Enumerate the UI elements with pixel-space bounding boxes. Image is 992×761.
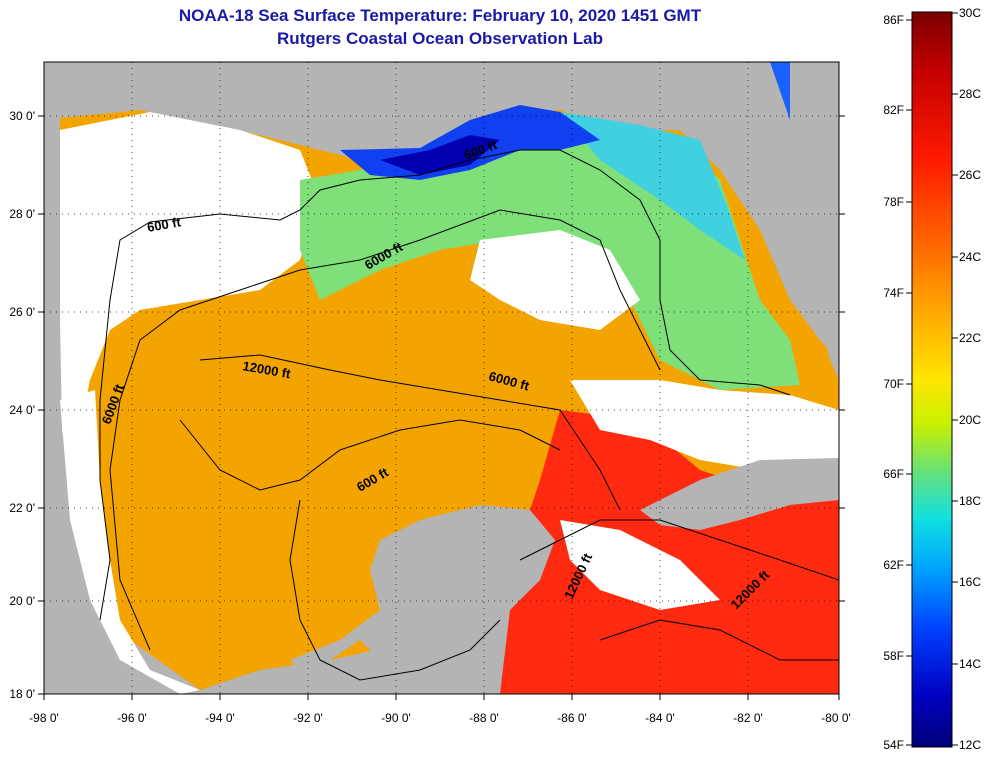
colorbar-c-label: 26C [959, 168, 981, 182]
cloud-southeast [570, 380, 839, 470]
map-subtitle: Rutgers Coastal Ocean Observation Lab [277, 29, 603, 48]
lon-label: -92 0' [293, 711, 323, 725]
lon-label: -96 0' [117, 711, 147, 725]
cyan-coastal-water [560, 112, 745, 260]
lat-label: 20 0' [9, 594, 35, 608]
lat-label: 18 0' [9, 687, 35, 701]
lat-lon-grid [44, 62, 839, 694]
lat-label: 28 0' [9, 207, 35, 221]
map-plot-area: 600 ft 600 ft 6000 ft 6000 ft 6000 ft 12… [44, 62, 839, 694]
colorbar-f-label: 58F [883, 649, 904, 663]
map-title: NOAA-18 Sea Surface Temperature: Februar… [178, 6, 702, 25]
cuba-island [640, 458, 839, 530]
colorbar-c-label: 16C [959, 575, 981, 589]
cloud-yucatan-channel [560, 520, 720, 610]
colorbar-c-label: 28C [959, 87, 981, 101]
cloud-central [470, 230, 640, 330]
lon-label: -98 0' [29, 711, 59, 725]
colorbar-c-label: 18C [959, 494, 981, 508]
colorbar-f-label: 74F [883, 286, 904, 300]
map-tick-marks [38, 115, 845, 700]
colorbar-f-label: 86F [883, 13, 904, 27]
colorbar-c-label: 14C [959, 657, 981, 671]
map-frame [43, 61, 840, 695]
lon-label: -84 0' [645, 711, 675, 725]
lat-label: 26 0' [9, 305, 35, 319]
lon-label: -82 0' [733, 711, 763, 725]
colorbar-c-label: 22C [959, 331, 981, 345]
colorbar-f-label: 78F [883, 195, 904, 209]
lon-label: -86 0' [557, 711, 587, 725]
colorbar-f-label: 66F [883, 467, 904, 481]
colorbar-c-label: 12C [959, 738, 981, 752]
bathymetry-contours [99, 149, 839, 681]
warm-caribbean-water [500, 410, 839, 694]
cloud-northwest [60, 112, 320, 470]
deep-blue-water [380, 135, 500, 175]
lat-label: 30 0' [9, 109, 35, 123]
lon-label: -88 0' [469, 711, 499, 725]
cloud-west-coast [60, 390, 200, 694]
colorbar-ticks [906, 12, 958, 746]
yucatan-peninsula [290, 505, 555, 694]
lon-label: -90 0' [381, 711, 411, 725]
colorbar-c-label: 24C [959, 250, 981, 264]
colorbar-f-label: 62F [883, 558, 904, 572]
colorbar-c-label: 30C [959, 6, 981, 20]
temperature-colorbar [911, 11, 953, 748]
lat-label: 22 0' [9, 501, 35, 515]
lon-label: -94 0' [205, 711, 235, 725]
colorbar-f-label: 70F [883, 377, 904, 391]
lat-label: 24 0' [9, 403, 35, 417]
lon-label: -80 0' [821, 711, 851, 725]
colorbar-c-label: 20C [959, 413, 981, 427]
colorbar-f-label: 82F [883, 103, 904, 117]
florida-peninsula [790, 62, 839, 380]
contour-label: 600 ft [146, 214, 183, 235]
colorbar-f-label: 54F [883, 738, 904, 752]
